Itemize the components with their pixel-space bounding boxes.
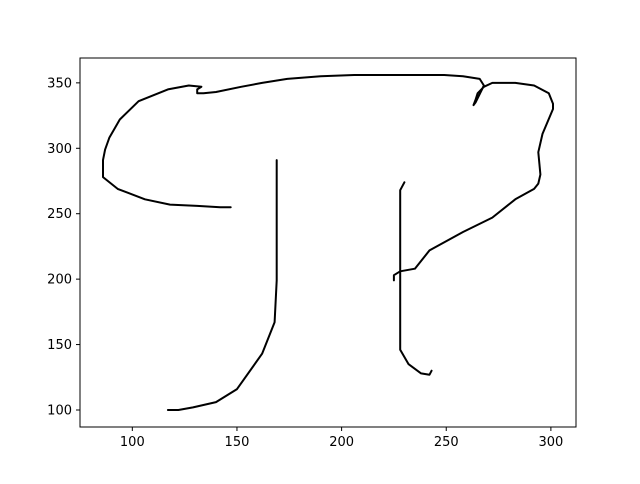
y-tick-label: 350 [47,76,72,91]
series-line-2 [166,159,278,411]
series-line-3 [399,181,433,376]
plot-area [102,74,554,411]
x-tick-label: 250 [434,435,459,450]
y-tick-label: 200 [47,273,72,288]
x-tick-label: 150 [225,435,250,450]
y-tick-label: 150 [47,338,72,353]
y-tick-label: 250 [47,207,72,222]
y-tick-label: 100 [47,403,72,418]
series-line-1 [102,74,554,282]
x-tick-label: 100 [120,435,145,450]
x-tick-label: 300 [538,435,563,450]
axes-frame [79,57,577,428]
y-tick-label: 300 [47,142,72,157]
x-tick-label: 200 [329,435,354,450]
axes: 100 150 200 250 300 100 150 200 250 300 350 [47,57,577,450]
